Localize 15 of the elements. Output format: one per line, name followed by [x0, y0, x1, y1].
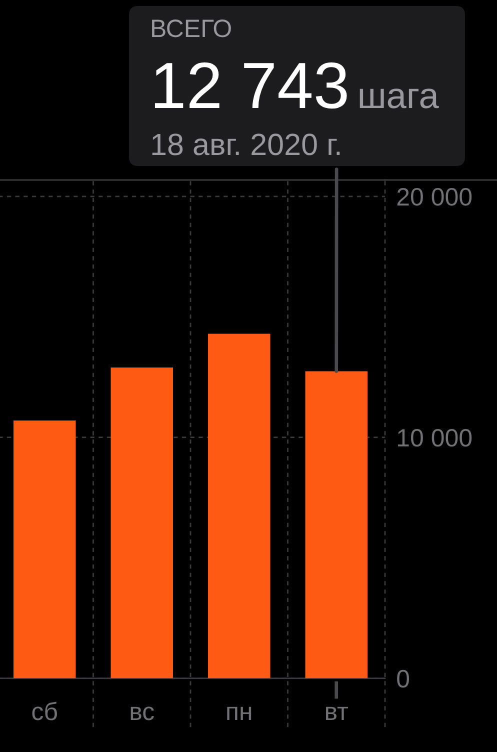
bar: [208, 334, 270, 678]
text: шага: [360, 88, 439, 108]
bar: [110, 367, 173, 678]
text: ВСЕГО: [152, 20, 231, 38]
text: 18 авг. 2020 г.: [152, 134, 340, 156]
bar: [14, 420, 76, 678]
x-tick-label: вт: [326, 706, 348, 720]
annotation: 12 743: [154, 62, 347, 109]
y-tick-label: 20 000: [397, 188, 472, 206]
y-tick-label: 10 000: [398, 428, 472, 447]
x-tick-label: пн: [227, 706, 252, 720]
y-tick-label: 0: [397, 670, 410, 688]
bar: [305, 371, 368, 678]
x-tick-label: вс: [130, 706, 154, 720]
x-tick-label: сб: [32, 702, 57, 720]
